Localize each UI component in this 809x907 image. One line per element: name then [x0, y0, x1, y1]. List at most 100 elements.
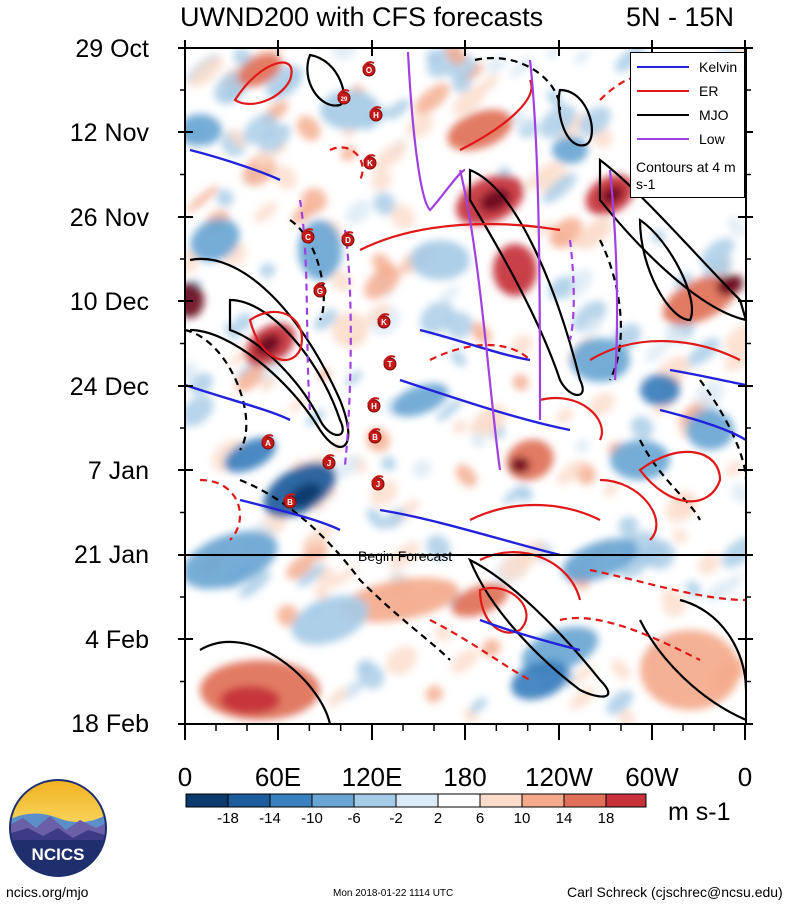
anomaly-cell [238, 52, 282, 88]
contour-line [474, 57, 562, 111]
anomaly-cell [259, 262, 276, 278]
anomaly-cell [542, 173, 577, 204]
anomaly-cell [549, 217, 583, 248]
contour-line [478, 587, 528, 634]
anomaly-cell [725, 460, 743, 477]
storm-marker-label: J [376, 480, 380, 489]
contour-line [429, 619, 531, 681]
storm-marker-icon [341, 233, 355, 247]
anomaly-cell [366, 508, 386, 530]
storm-marker: 29 [337, 89, 351, 105]
anomaly-cell [479, 188, 511, 212]
contour-line [638, 450, 722, 503]
anomaly-cell [373, 192, 396, 216]
anomaly-cell [452, 420, 468, 435]
anomaly-cell [618, 516, 639, 537]
legend-label: Kelvin [699, 59, 738, 75]
storm-marker-label: T [388, 360, 393, 369]
anomaly-cell [470, 321, 492, 345]
x-tick-label: 180 [443, 762, 487, 792]
anomaly-cell [313, 309, 338, 331]
anomaly-cell [512, 374, 529, 391]
storm-marker: B [368, 428, 382, 444]
anomaly-cell [477, 73, 500, 94]
anomaly-cell [255, 334, 281, 356]
storm-marker-label: A [265, 439, 271, 448]
storm-marker-tail [283, 493, 296, 501]
contour-line [343, 229, 352, 466]
contour-line [458, 169, 502, 471]
storm-marker-tail [377, 313, 390, 321]
legend-swatch [637, 66, 689, 68]
anomaly-cell [326, 687, 349, 707]
anomaly-cell [331, 564, 358, 588]
storm-marker-icon [283, 495, 297, 509]
storm-marker: O [362, 61, 376, 77]
anomaly-cell [555, 407, 574, 424]
colorbar-label: 10 [513, 810, 531, 827]
anomaly-cell [509, 55, 535, 78]
anomaly-cell [569, 686, 596, 710]
colorbar-label: 6 [475, 810, 485, 827]
storm-marker-icon [261, 436, 275, 450]
anomaly-cell [578, 106, 611, 137]
anomaly-cell [386, 98, 410, 120]
anomaly-cell [331, 270, 352, 292]
anomaly-cell [228, 128, 247, 149]
storm-marker-tail [383, 355, 396, 363]
contour-line [306, 53, 345, 107]
axis-ticks [178, 40, 753, 740]
storm-marker: H [369, 106, 383, 122]
contour-line [199, 640, 332, 724]
storm-marker-label: 29 [341, 97, 348, 103]
storm-marker: B [283, 493, 297, 509]
anomaly-cell [185, 282, 204, 318]
storm-marker-label: O [366, 66, 372, 75]
legend-label: ER [699, 83, 719, 99]
legend-item-mjo: MJO [631, 105, 746, 125]
colorbar-swatch [605, 793, 647, 808]
legend: Kelvin ER MJO Low Contours at 4 m s-1 [630, 52, 745, 198]
contour-line [469, 503, 601, 521]
colorbar-swatch [395, 793, 439, 808]
anomaly-cell [364, 265, 401, 300]
contour-line [589, 339, 741, 361]
anomaly-cell [234, 313, 253, 331]
colorbar-label: -6 [347, 810, 361, 827]
y-tick-label: 4 Feb [85, 626, 149, 654]
storm-marker-tail [261, 434, 274, 442]
contour-line [639, 439, 701, 521]
anomaly-cell [661, 587, 674, 600]
anomaly-cell [386, 645, 418, 676]
contour-line [467, 557, 610, 698]
anomaly-cell [455, 464, 477, 488]
contour-line [329, 146, 364, 181]
storm-marker-tail [341, 231, 354, 239]
contour-line [557, 88, 593, 147]
anomaly-cell [723, 321, 746, 353]
anomaly-cell [426, 534, 451, 561]
colorbar [185, 793, 647, 808]
colorbar-label: -2 [389, 810, 403, 827]
contour-line [638, 217, 693, 322]
anomaly-cell [727, 216, 746, 238]
chart-region: 5N - 15N [626, 2, 735, 32]
anomaly-cell [425, 685, 443, 703]
storm-marker: G [313, 282, 327, 298]
anomaly-cell [618, 709, 635, 724]
storm-marker-tail [369, 106, 382, 114]
anomaly-cell [697, 553, 721, 575]
anomaly-cell [664, 492, 697, 523]
contour-line [699, 379, 746, 481]
contour-line [559, 616, 701, 661]
storm-marker-label: B [287, 498, 293, 507]
colorbar-label: 14 [555, 810, 573, 827]
footer-website[interactable]: ncics.org/mjo [6, 884, 89, 900]
anomaly-cell [561, 538, 639, 582]
anomaly-cell [419, 301, 455, 334]
storm-marker: K [377, 313, 391, 329]
anomaly-cell [297, 563, 325, 588]
anomaly-cell [306, 409, 325, 427]
anomaly-cell [341, 145, 357, 161]
contour-line [399, 378, 571, 432]
